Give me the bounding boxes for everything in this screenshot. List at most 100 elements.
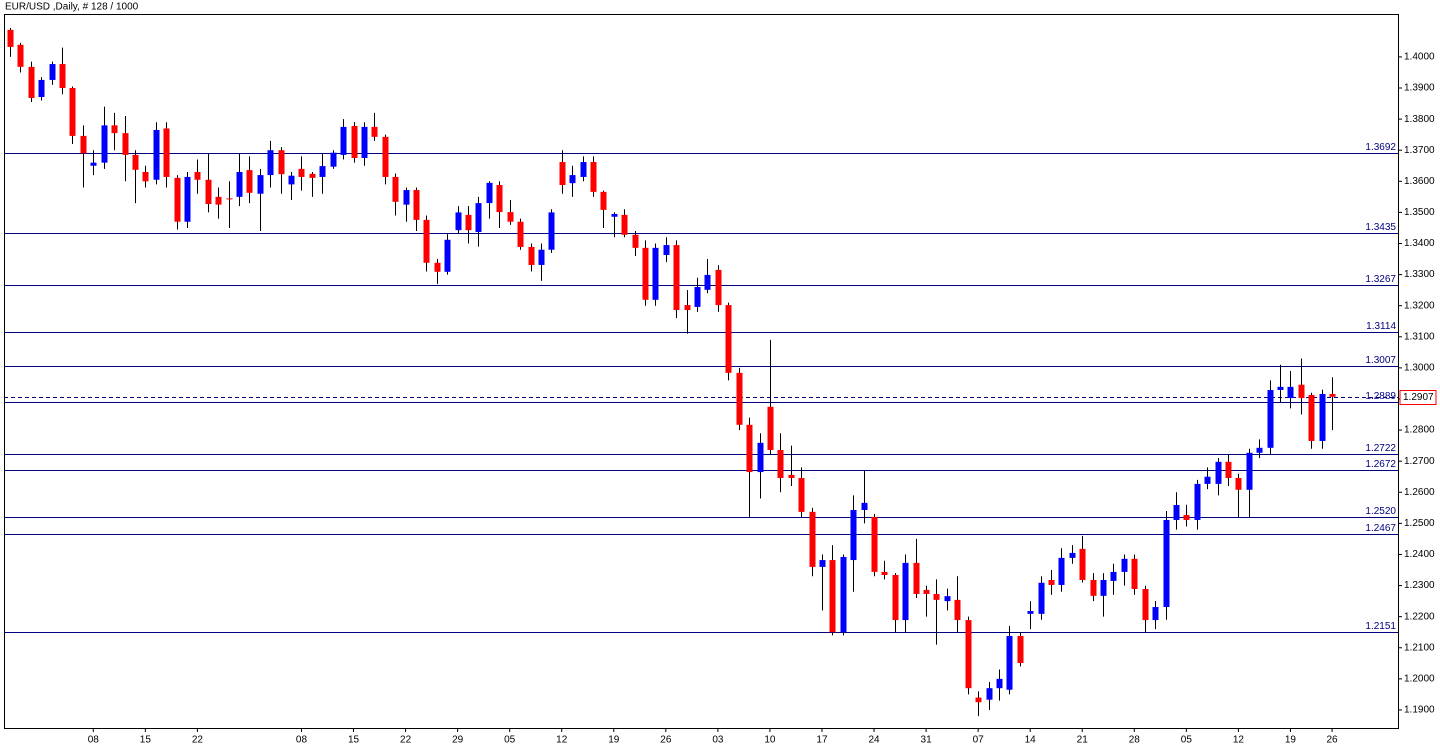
level-label: 1.2151 bbox=[1365, 621, 1396, 632]
candle-body bbox=[1235, 477, 1242, 490]
candle-body bbox=[580, 162, 587, 177]
candle-body bbox=[382, 136, 389, 177]
candle-body bbox=[340, 126, 347, 155]
y-tick-label: 1.1900 bbox=[1404, 705, 1435, 716]
candle-body bbox=[507, 212, 514, 222]
candle-body bbox=[1298, 384, 1305, 399]
y-tick-label: 1.3700 bbox=[1404, 145, 1435, 156]
y-tick-label: 1.3400 bbox=[1404, 238, 1435, 249]
x-tick-label: 19 bbox=[1285, 735, 1297, 746]
candle-body bbox=[1006, 635, 1013, 690]
candle-body bbox=[423, 219, 430, 263]
candle-body bbox=[142, 171, 149, 182]
candle-body bbox=[1142, 588, 1149, 621]
candle-body bbox=[288, 175, 295, 185]
candle-body bbox=[569, 175, 576, 184]
candle-body bbox=[694, 287, 701, 307]
y-tick-label: 1.2700 bbox=[1404, 456, 1435, 467]
candle-body bbox=[538, 249, 545, 265]
candle-body bbox=[996, 678, 1003, 689]
candle-body bbox=[1183, 514, 1190, 520]
candle-body bbox=[871, 516, 878, 572]
level-label: 1.3007 bbox=[1365, 355, 1396, 366]
candle-body bbox=[184, 176, 191, 222]
candle-body bbox=[1048, 579, 1055, 585]
candle-body bbox=[1069, 552, 1076, 558]
candle-body bbox=[330, 152, 337, 167]
candle-body bbox=[986, 688, 993, 700]
candle-body bbox=[1090, 579, 1097, 596]
x-tick-label: 05 bbox=[1181, 735, 1193, 746]
x-tick-label: 19 bbox=[608, 735, 620, 746]
candle-body bbox=[777, 449, 784, 478]
x-tick-label: 24 bbox=[868, 735, 880, 746]
y-tick-label: 1.4000 bbox=[1404, 52, 1435, 63]
candle-body bbox=[704, 274, 711, 290]
candle-body bbox=[257, 175, 264, 194]
y-tick-label: 1.2300 bbox=[1404, 580, 1435, 591]
candle-body bbox=[819, 560, 826, 567]
x-tick-label: 03 bbox=[712, 735, 724, 746]
candle-body bbox=[1152, 607, 1159, 621]
candle-body bbox=[444, 239, 451, 272]
candle-body bbox=[1058, 557, 1065, 585]
level-label: 1.3692 bbox=[1365, 142, 1396, 153]
level-label: 1.3267 bbox=[1365, 274, 1396, 285]
candle-body bbox=[684, 305, 691, 311]
x-tick-label: 26 bbox=[660, 735, 672, 746]
x-tick-label: 22 bbox=[400, 735, 412, 746]
candle-body bbox=[1319, 394, 1326, 441]
y-tick-label: 1.3300 bbox=[1404, 269, 1435, 280]
candle-body bbox=[49, 64, 56, 80]
y-tick-label: 1.3000 bbox=[1404, 363, 1435, 374]
candle-body bbox=[371, 126, 378, 137]
candle-body bbox=[90, 162, 97, 166]
y-tick-label: 1.3200 bbox=[1404, 300, 1435, 311]
level-label: 1.3435 bbox=[1365, 222, 1396, 233]
candle-body bbox=[1131, 558, 1138, 589]
x-tick-label: 07 bbox=[973, 735, 985, 746]
candle-body bbox=[767, 406, 774, 450]
candle-body bbox=[559, 162, 566, 186]
x-tick-label: 22 bbox=[192, 735, 204, 746]
x-tick-label: 14 bbox=[1025, 735, 1037, 746]
candle-body bbox=[663, 245, 670, 256]
level-label: 1.2889 bbox=[1365, 391, 1396, 402]
candle-body bbox=[1256, 447, 1263, 453]
candle-body bbox=[226, 198, 233, 200]
candle-body bbox=[278, 150, 285, 175]
candle-body bbox=[1079, 548, 1086, 580]
candle-body bbox=[600, 191, 607, 210]
candle-body bbox=[496, 185, 503, 213]
candle-body bbox=[642, 247, 649, 300]
candle-body bbox=[298, 168, 305, 177]
candle-body bbox=[465, 214, 472, 231]
candle-body bbox=[111, 125, 118, 134]
x-tick-label: 10 bbox=[764, 735, 776, 746]
candle-body bbox=[652, 247, 659, 300]
candle-body bbox=[403, 190, 410, 205]
y-tick-label: 1.3100 bbox=[1404, 331, 1435, 342]
candle-body bbox=[38, 79, 45, 98]
candle-body bbox=[59, 64, 66, 89]
x-tick-label: 12 bbox=[556, 735, 568, 746]
y-tick-label: 1.2200 bbox=[1404, 611, 1435, 622]
candle-body bbox=[902, 562, 909, 621]
level-label: 1.2672 bbox=[1365, 459, 1396, 470]
candle-body bbox=[590, 162, 597, 192]
candle-body bbox=[632, 234, 639, 248]
x-tick-label: 17 bbox=[816, 735, 828, 746]
y-tick-label: 1.3800 bbox=[1404, 114, 1435, 125]
candle-body bbox=[174, 177, 181, 222]
candle-body bbox=[913, 562, 920, 594]
candle-body bbox=[153, 129, 160, 180]
candle-body bbox=[1215, 461, 1222, 484]
x-tick-label: 08 bbox=[88, 735, 100, 746]
candle-body bbox=[975, 697, 982, 703]
candle-body bbox=[736, 372, 743, 425]
candle-body bbox=[965, 620, 972, 689]
candle-body bbox=[1204, 476, 1211, 484]
x-tick-label: 31 bbox=[921, 735, 933, 746]
